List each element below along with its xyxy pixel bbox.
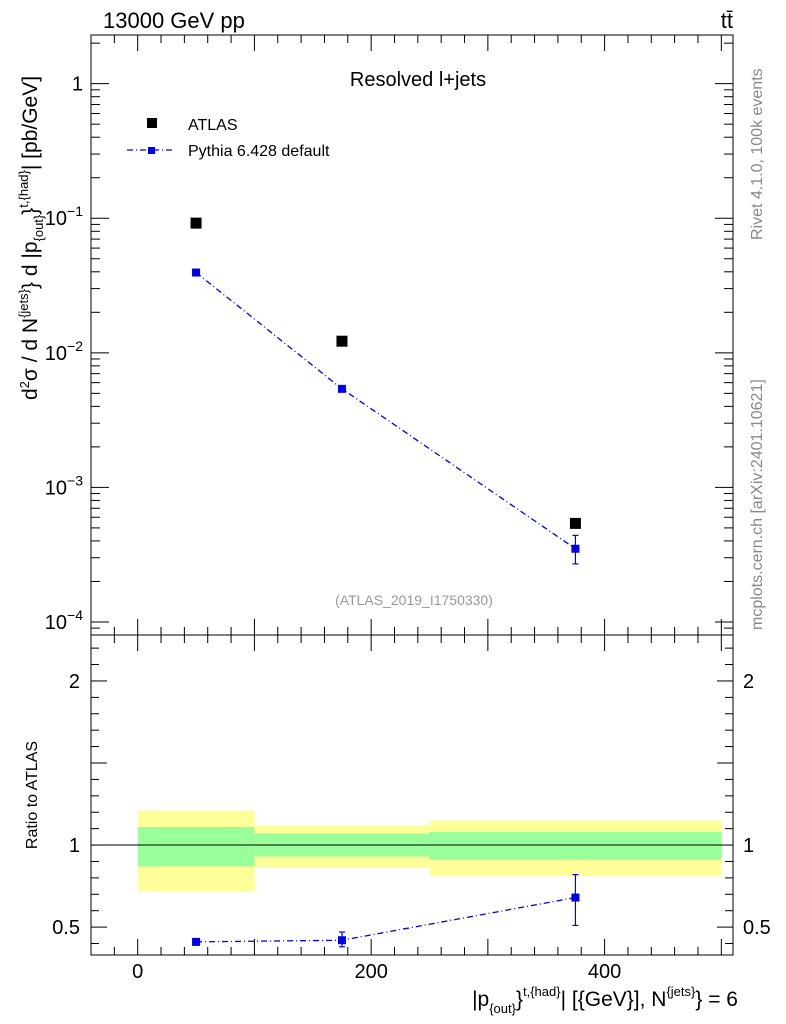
ylabel-thad: t,{had} (16, 169, 31, 207)
main-y-tick-label: 10−3 (45, 472, 83, 499)
pythia-main-point (571, 544, 580, 553)
main-y-tick-exp: −4 (67, 607, 83, 623)
ratio-x-tick-label: 0 (132, 961, 143, 983)
atlas-point (569, 517, 581, 529)
main-y-tick-label: 10−4 (45, 607, 83, 634)
main-y-tick-exp: −3 (67, 472, 83, 488)
xlabel-tail: } = 6 (695, 988, 738, 1011)
xlabel-jets: {jets} (666, 984, 696, 999)
ylabel-sup2: 2 (17, 381, 32, 388)
main-title: Resolved l+jets (350, 69, 486, 91)
ratio-band-green (429, 831, 722, 860)
ratio-panel: 0.5 0.5 1 1 2 2 0 200 400 Ratio to ATLAS |p{out… (24, 634, 771, 1016)
main-panel: 110−110−210−310−4 Resolved l+jets ATLAS … (16, 34, 734, 636)
header-process-label: tt̄ (721, 8, 733, 33)
header-energy-label: 13000 GeV pp (103, 8, 245, 33)
atlas-point (336, 335, 348, 347)
legend-atlas-label: ATLAS (188, 117, 238, 134)
pythia-main-point (192, 268, 201, 277)
main-x-ticks (113, 35, 722, 635)
main-y-tick-base: 1 (72, 74, 83, 96)
analysis-tag: (ATLAS_2019_I1750330) (335, 592, 493, 608)
ratio-x-ticks: 0 200 400 (113, 635, 722, 983)
legend-pythia-label: Pythia 6.428 default (188, 143, 330, 160)
legend-atlas-marker (147, 118, 157, 128)
x-axis-label: |p{out}}t,{had}| [{GeV}], N{jets}} = 6 (472, 984, 738, 1016)
xlabel-thad: t,{had} (523, 984, 561, 999)
pythia-ratio-point (571, 893, 580, 902)
ylabel-jets: {jets} (16, 288, 31, 318)
main-y-tick-label: 10−2 (45, 338, 83, 365)
legend-pythia-marker (148, 147, 155, 154)
main-y-tick-label: 1 (72, 74, 83, 96)
ratio-uncertainty-bands (137, 810, 722, 891)
ratio-y-tick-label-left: 2 (69, 671, 80, 693)
ratio-x-tick-label: 200 (354, 961, 387, 983)
pythia-ratio-line (196, 896, 576, 943)
ratio-y-tick-label-right: 1 (743, 835, 754, 857)
ylabel-d: d (19, 388, 42, 400)
pythia-series-main (192, 268, 580, 565)
main-y-axis-label: d2σ / d N{jets}} d |p{out}}t,{had}| [pb/… (16, 76, 46, 400)
xlabel-brace: } (516, 988, 523, 1011)
mcplots-label: mcplots.cern.ch [arXiv:2401.10621] (749, 379, 766, 630)
atlas-point (190, 217, 202, 229)
ylabel-sigma: σ / d N (19, 318, 42, 381)
xlabel-out: {out} (489, 1001, 516, 1016)
main-y-ticks: 110−110−210−310−4 (45, 42, 733, 636)
ratio-y-tick-label-left: 1 (69, 835, 80, 857)
xlabel-p: |p (472, 988, 489, 1011)
main-y-tick-base: 10 (45, 477, 67, 499)
ylabel-brace: } (19, 208, 42, 215)
ylabel-out: {out} (31, 214, 46, 241)
main-y-tick-base: 10 (45, 208, 67, 230)
pythia-ratio-point (192, 937, 201, 946)
rivet-version-label: Rivet 4.1.0, 100k events (749, 68, 766, 240)
main-y-tick-exp: −1 (67, 203, 83, 219)
ylabel-dp: } d |p (19, 242, 42, 290)
ratio-band-green (137, 827, 255, 867)
ratio-x-tick-label: 400 (588, 961, 621, 983)
pythia-main-line (195, 272, 576, 550)
pythia-main-point (337, 384, 346, 393)
main-y-tick-base: 10 (45, 612, 67, 634)
ratio-y-ticks: 0.5 0.5 1 1 2 2 (52, 647, 771, 945)
pythia-series-ratio (192, 873, 580, 948)
ratio-y-axis-label: Ratio to ATLAS (24, 741, 41, 849)
main-y-tick-label: 10−1 (45, 203, 83, 230)
main-y-tick-exp: −2 (67, 338, 83, 354)
atlas-series-main (190, 217, 581, 529)
ylabel-units: | [pb/GeV] (19, 76, 42, 170)
main-y-tick-base: 10 (45, 343, 67, 365)
legend: ATLAS Pythia 6.428 default (127, 117, 330, 160)
ratio-y-tick-label-left: 0.5 (52, 917, 80, 939)
ratio-y-tick-label-right: 0.5 (743, 917, 771, 939)
ratio-frame (90, 634, 734, 956)
xlabel-rest: | [{GeV}], N (561, 988, 667, 1011)
ratio-y-tick-label-right: 2 (743, 671, 754, 693)
pythia-ratio-point (337, 936, 346, 945)
